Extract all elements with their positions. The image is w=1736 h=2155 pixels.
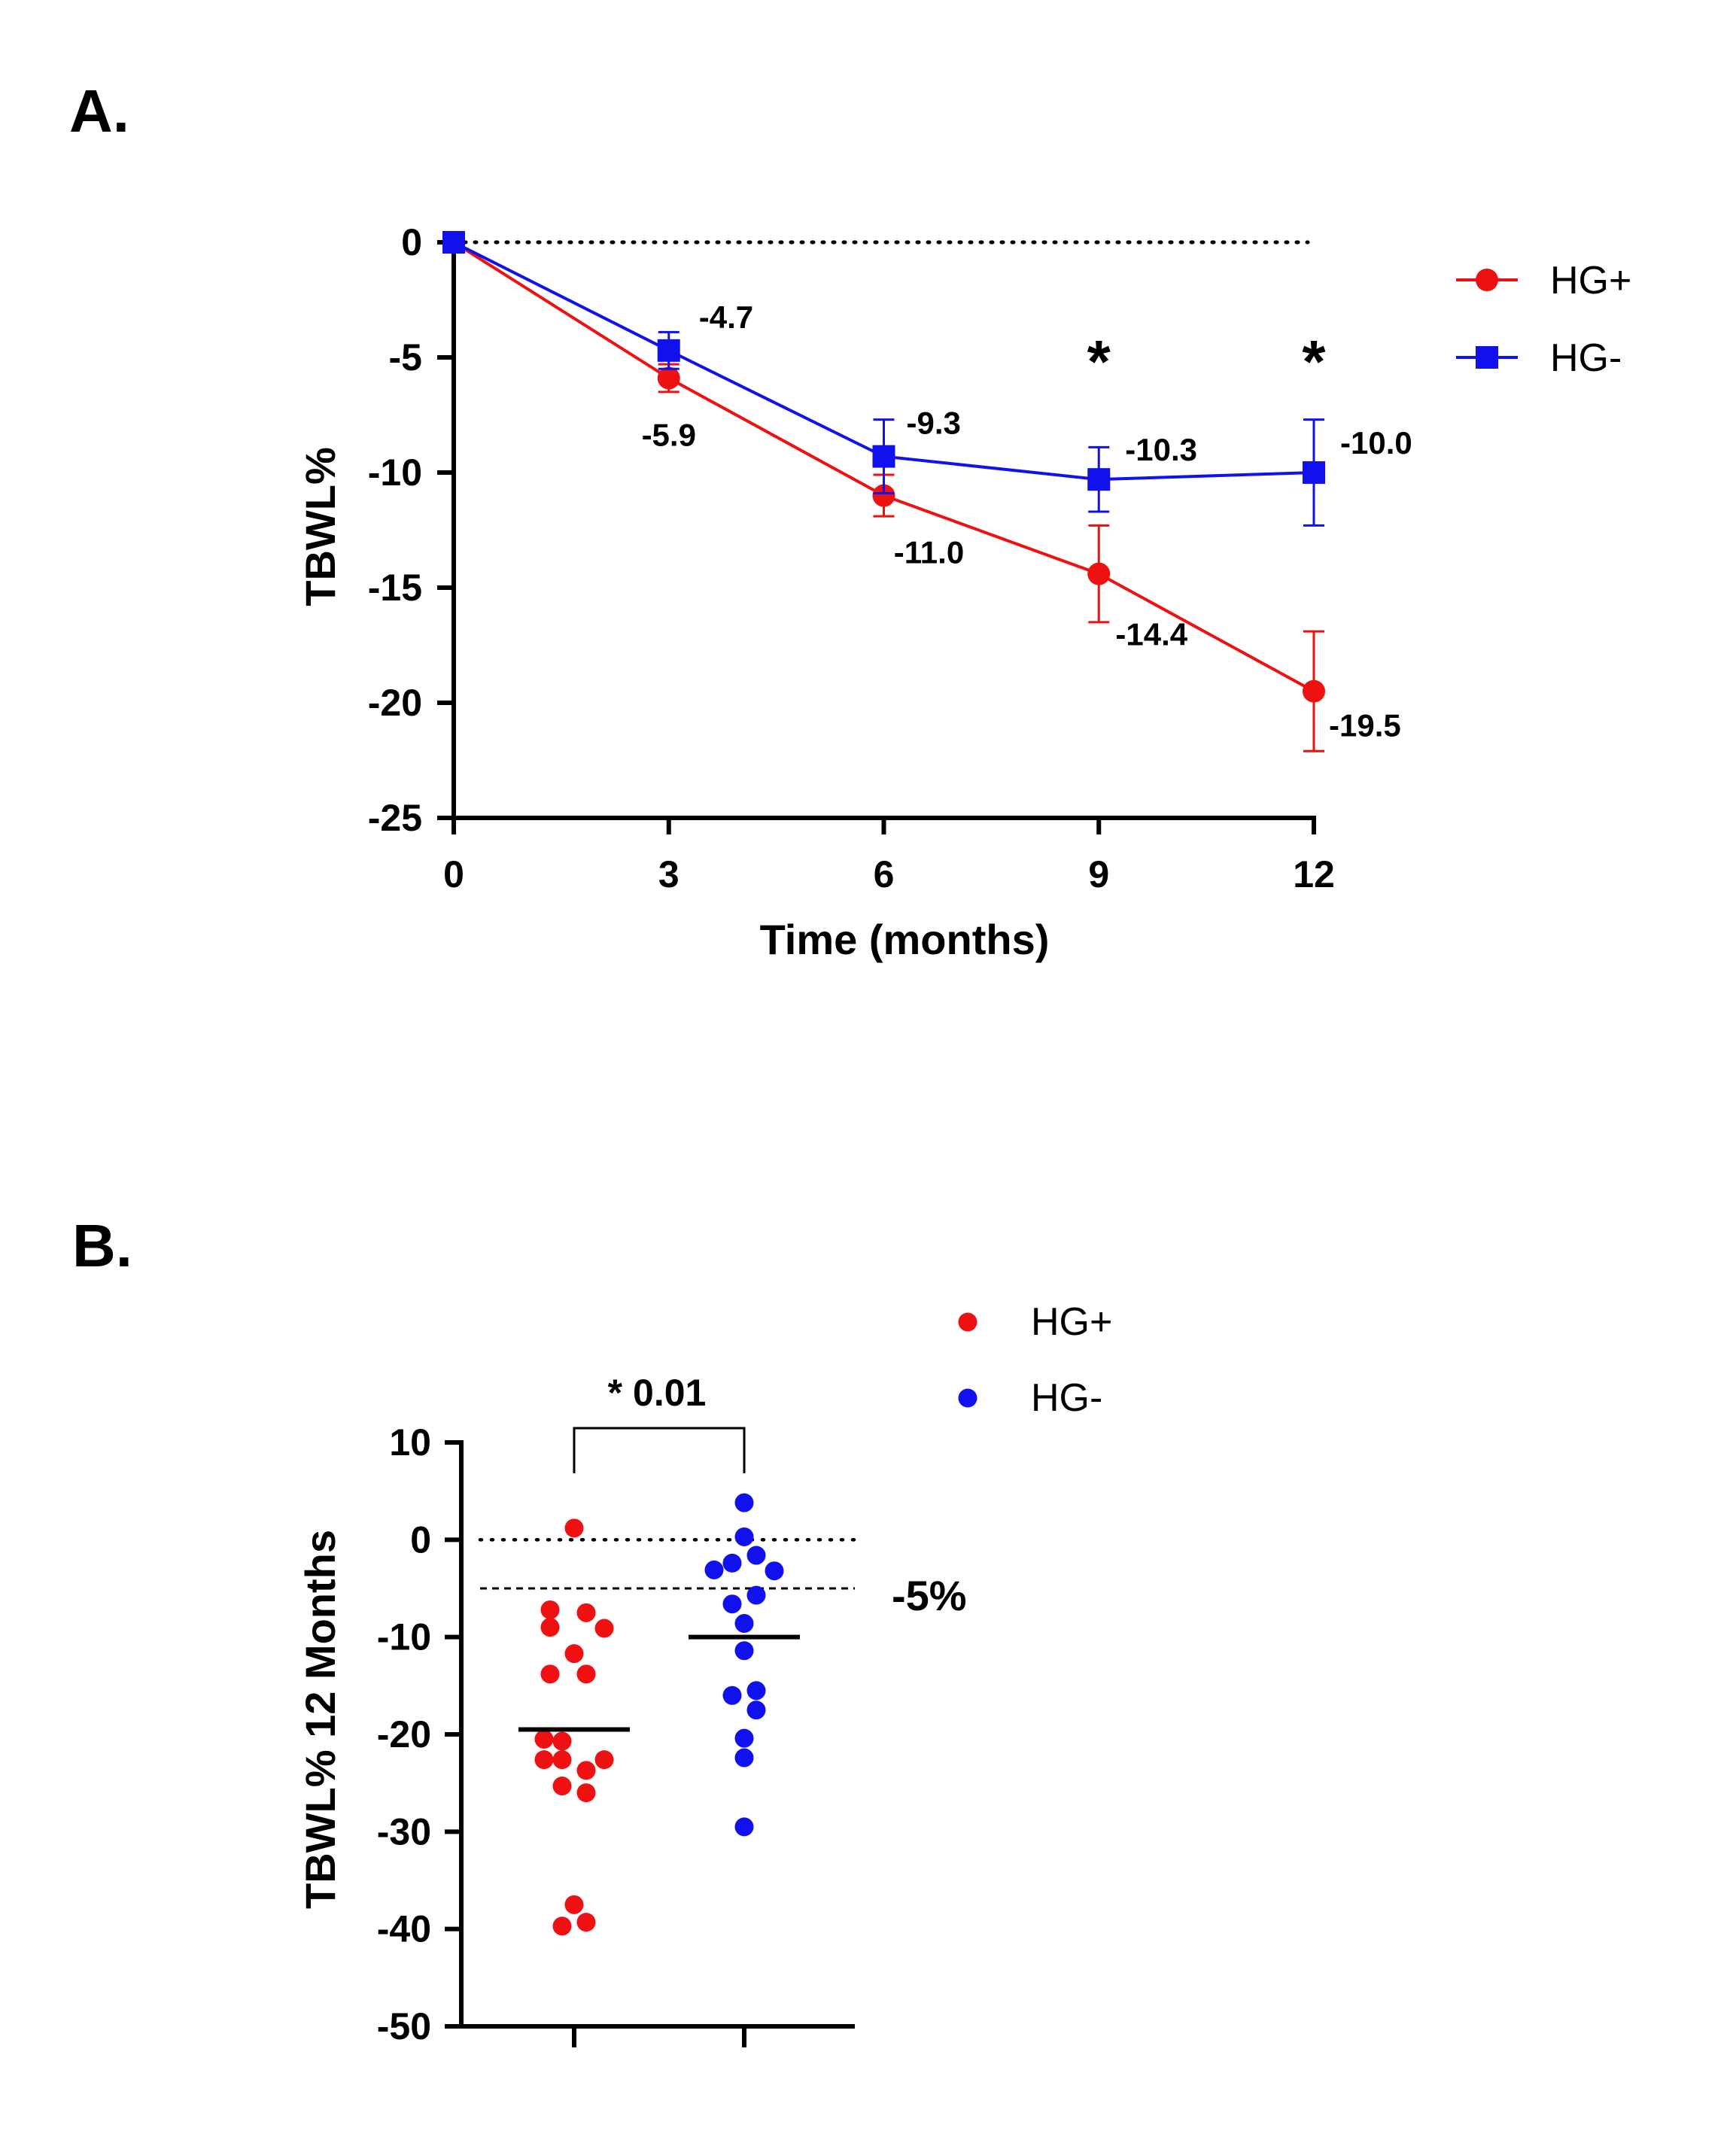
panel-b-hg-plus-point	[552, 1777, 572, 1796]
panel-a-y-tick-label: 0	[401, 221, 422, 263]
panel-b-hg-plus-point	[534, 1729, 554, 1749]
panel-a-y-tick-label: -10	[368, 451, 422, 494]
panel-b-hg-minus-point	[722, 1594, 742, 1614]
panel-b-hg-plus-point	[576, 1761, 596, 1780]
panel-b-hg-plus-point	[564, 1895, 584, 1914]
panel-a-legend-swatch-marker	[1476, 269, 1498, 291]
panel-a-hg-plus-value-label: -11.0	[894, 535, 964, 570]
panel-a-hg-minus-point	[1303, 461, 1325, 484]
panel-a-significance-star: *	[1302, 328, 1326, 395]
panel-b-hg-minus-point	[734, 1493, 754, 1512]
panel-a-y-tick-label: -5	[389, 336, 422, 378]
panel-b-hg-plus-point	[576, 1603, 596, 1622]
panel-b-hg-minus-point	[734, 1641, 754, 1661]
panel-b-hg-plus-point	[576, 1664, 596, 1684]
panel-a-y-tick-label: -15	[368, 567, 422, 609]
panel-b-label: B.	[72, 1212, 132, 1279]
panel-a-legend: HG+ HG-	[1456, 259, 1631, 380]
panel-b-significance-bracket	[573, 1427, 746, 1473]
panel-b-hg-plus-point	[552, 1750, 572, 1770]
panel-b-hg-minus-point	[746, 1546, 766, 1565]
panel-a-hg-minus-point	[1087, 468, 1111, 491]
panel-b-hg-plus-point	[540, 1600, 560, 1619]
panel-b-hg-plus-point	[594, 1619, 614, 1638]
panel-a-hg-plus-value-label: -5.9	[642, 418, 696, 453]
panel-b-hg-minus-point	[704, 1560, 724, 1579]
panel-b-threshold-label: -5%	[892, 1572, 967, 1619]
panel-b-legend-label: HG+	[1031, 1300, 1112, 1344]
panel-a-hg-plus-value-label: -19.5	[1329, 708, 1401, 743]
panel-a-hg-plus-point	[1303, 679, 1325, 703]
panel-b-hg-minus-point	[734, 1817, 754, 1837]
panel-b-hg-plus-point	[564, 1518, 584, 1538]
panel-b-hg-minus-point	[734, 1728, 754, 1748]
panel-b-legend-swatch	[958, 1388, 977, 1408]
panel-b-y-tick-label: -10	[377, 1616, 431, 1658]
panel-a-x-axis-title: Time (months)	[760, 916, 1050, 963]
panel-a-hg-minus-value-label: -9.3	[907, 406, 961, 441]
panel-a-label: A.	[69, 78, 129, 144]
panel-a-chart: TBWL% Time (months) HG+ HG- 0 -5 -10 -15 -20 -…	[296, 221, 1631, 963]
panel-a-legend-swatch-marker	[1476, 346, 1498, 369]
panel-b-hg-plus-point	[552, 1916, 572, 1936]
panel-a-hg-plus-value-label: -14.4	[1115, 617, 1187, 652]
panel-a-legend-label: HG+	[1550, 259, 1631, 302]
panel-a-x-tick-label: 0	[443, 853, 464, 895]
panel-b-hg-plus-point	[552, 1731, 572, 1751]
panel-a-y-tick-label: -25	[368, 797, 422, 839]
panel-b-legend-label: HG-	[1031, 1376, 1102, 1420]
panel-a-hg-minus-point	[657, 339, 680, 362]
panel-b-hg-minus-point	[746, 1585, 766, 1605]
panel-a-hg-minus-value-label: -4.7	[699, 299, 753, 335]
panel-b-hg-minus-point	[734, 1748, 754, 1767]
panel-b-hg-minus-point	[722, 1553, 742, 1573]
panel-a-legend-label: HG-	[1550, 336, 1622, 380]
panel-b-significance-label: * 0.01	[608, 1372, 707, 1414]
panel-b-y-tick-label: 0	[410, 1518, 431, 1561]
panel-b-hg-minus-point	[746, 1681, 766, 1701]
panel-a-x-tick-label: 6	[874, 853, 895, 895]
panel-a-hg-minus-point	[442, 231, 465, 254]
panel-a-hg-minus-value-label: -10.0	[1340, 425, 1412, 460]
panel-b-legend-swatch	[958, 1312, 977, 1332]
panel-b-y-tick-label: 10	[389, 1421, 431, 1464]
panel-a-x-tick-label: 12	[1293, 853, 1335, 895]
panel-b-hg-plus-point	[576, 1783, 596, 1803]
panel-a-hg-plus-point	[657, 366, 680, 390]
panel-b-hg-minus-point	[722, 1685, 742, 1705]
panel-b-chart: TBWL% 12 Months * 0.01 -5% HG+ HG- 10 0 -10…	[296, 1300, 1112, 2047]
panel-b-hg-plus-point	[534, 1750, 554, 1770]
panel-b-hg-plus-point	[540, 1618, 560, 1637]
panel-a-hg-plus-point	[872, 484, 895, 507]
panel-b-hg-minus-point	[734, 1527, 754, 1546]
panel-a-hg-plus-point	[1087, 562, 1111, 585]
panel-b-y-tick-label: -50	[377, 2005, 431, 2047]
panel-b-hg-plus-point	[576, 1913, 596, 1932]
panel-b-hg-plus-point	[564, 1644, 584, 1664]
panel-a-y-tick-label: -20	[368, 682, 422, 724]
panel-b-hg-plus-point	[594, 1750, 614, 1770]
panel-a-hg-minus-value-label: -10.3	[1125, 432, 1197, 467]
panel-b-y-tick-label: -20	[377, 1713, 431, 1755]
panel-a-y-axis-title: TBWL%	[296, 447, 344, 606]
panel-a-x-tick-label: 9	[1088, 853, 1109, 895]
panel-b-hg-plus-point	[540, 1664, 560, 1684]
panel-b-y-tick-label: -40	[377, 1908, 431, 1950]
panel-b-y-axis-title: TBWL% 12 Months	[296, 1530, 344, 1909]
panel-a-significance-star: *	[1087, 328, 1111, 395]
panel-b-hg-minus-point	[765, 1561, 784, 1581]
panel-a-hg-minus-point	[872, 445, 895, 468]
panel-b-y-tick-label: -30	[377, 1810, 431, 1853]
panel-b-legend: HG+ HG-	[958, 1300, 1112, 1420]
panel-b-hg-minus-point	[746, 1701, 766, 1720]
panel-b-hg-minus-point	[734, 1614, 754, 1634]
panel-a-x-tick-label: 3	[658, 853, 680, 895]
